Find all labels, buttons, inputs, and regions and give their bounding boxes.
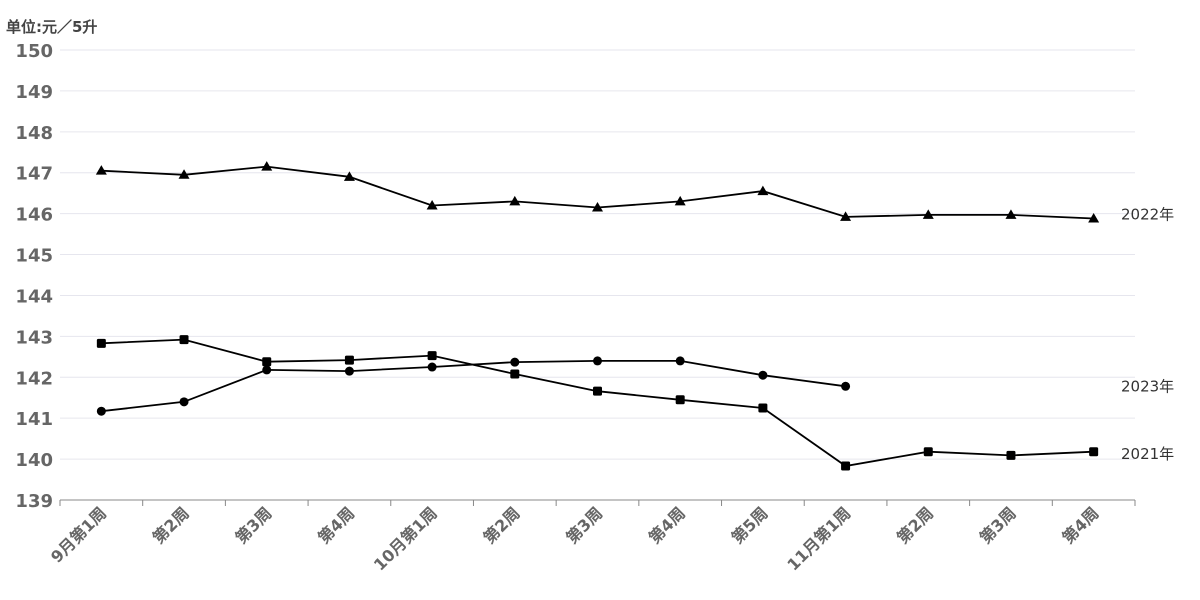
grid <box>60 49 1135 460</box>
data-point <box>593 356 602 366</box>
data-point <box>344 366 354 376</box>
data-point <box>757 185 769 196</box>
data-point <box>426 199 438 210</box>
data-point <box>675 356 685 366</box>
x-tick-label: 第3周 <box>976 503 1020 547</box>
data-point <box>344 355 354 365</box>
y-tick-label: 149 <box>15 82 53 103</box>
data-point <box>841 461 851 471</box>
data-point <box>510 357 520 367</box>
x-tick-label: 第2周 <box>149 503 193 547</box>
x-tick-label: 第5周 <box>728 503 772 547</box>
data-point <box>593 386 602 396</box>
data-point <box>427 362 437 372</box>
x-tick-label: 10月第1周 <box>370 503 441 574</box>
data-point <box>841 381 851 391</box>
data-point <box>758 370 768 380</box>
y-tick-label: 146 <box>15 205 53 226</box>
data-point <box>1088 213 1100 223</box>
data-point <box>343 171 355 181</box>
y-tick-label: 147 <box>15 164 53 185</box>
y-tick-label: 145 <box>15 246 53 267</box>
axes: 139 140 141 142 143 144 145 146 147 148 149 150 9月第1… <box>15 41 1136 574</box>
data-point <box>1089 447 1099 457</box>
x-tick-label: 第2周 <box>480 503 524 547</box>
x-tick-label: 11月第1周 <box>783 503 854 574</box>
y-tick-label: 148 <box>15 123 53 144</box>
data-point <box>922 209 934 219</box>
data-point <box>262 365 272 375</box>
y-tick-label: 143 <box>15 327 53 348</box>
series-group <box>95 161 1100 471</box>
y-tick-label: 144 <box>15 286 53 307</box>
data-point <box>675 395 685 405</box>
series-label: 2023年 <box>1121 377 1174 395</box>
x-tick-label: 第4周 <box>645 503 689 547</box>
series-labels: 2022年 2023年 2021年 <box>1121 206 1174 463</box>
data-point <box>1005 209 1017 219</box>
data-point <box>178 169 190 179</box>
data-point <box>1006 450 1016 460</box>
data-point <box>674 195 686 206</box>
x-tick-label: 第2周 <box>893 503 937 547</box>
y-tick-label: 139 <box>15 491 53 512</box>
x-tick-label: 第4周 <box>314 503 358 547</box>
data-point <box>509 195 521 206</box>
x-tick-label: 第3周 <box>562 503 606 547</box>
data-point <box>840 211 852 221</box>
data-point <box>262 357 272 367</box>
unit-label: 单位:元／5升 <box>6 18 97 36</box>
series-2021年 <box>96 335 1099 471</box>
data-point <box>95 165 107 175</box>
data-point <box>179 397 189 407</box>
y-tick-label: 142 <box>15 368 53 389</box>
series-2022年 <box>95 161 1100 223</box>
y-tick-label: 140 <box>15 450 53 471</box>
y-tick-label: 141 <box>15 409 53 430</box>
data-point <box>923 447 933 457</box>
data-point <box>427 351 437 361</box>
series-line <box>101 360 846 413</box>
data-point <box>510 369 520 379</box>
data-point <box>179 335 189 345</box>
data-point <box>592 202 603 212</box>
data-point <box>758 403 768 413</box>
data-point <box>96 406 106 416</box>
data-point <box>261 161 273 171</box>
y-tick-label: 150 <box>15 41 53 62</box>
series-label: 2021年 <box>1121 445 1174 463</box>
x-tick-label: 9月第1周 <box>47 503 110 566</box>
x-tick-label: 第4周 <box>1059 503 1103 547</box>
series-label: 2022年 <box>1121 206 1174 224</box>
data-point <box>96 338 106 348</box>
x-tick-label: 第3周 <box>232 503 276 547</box>
